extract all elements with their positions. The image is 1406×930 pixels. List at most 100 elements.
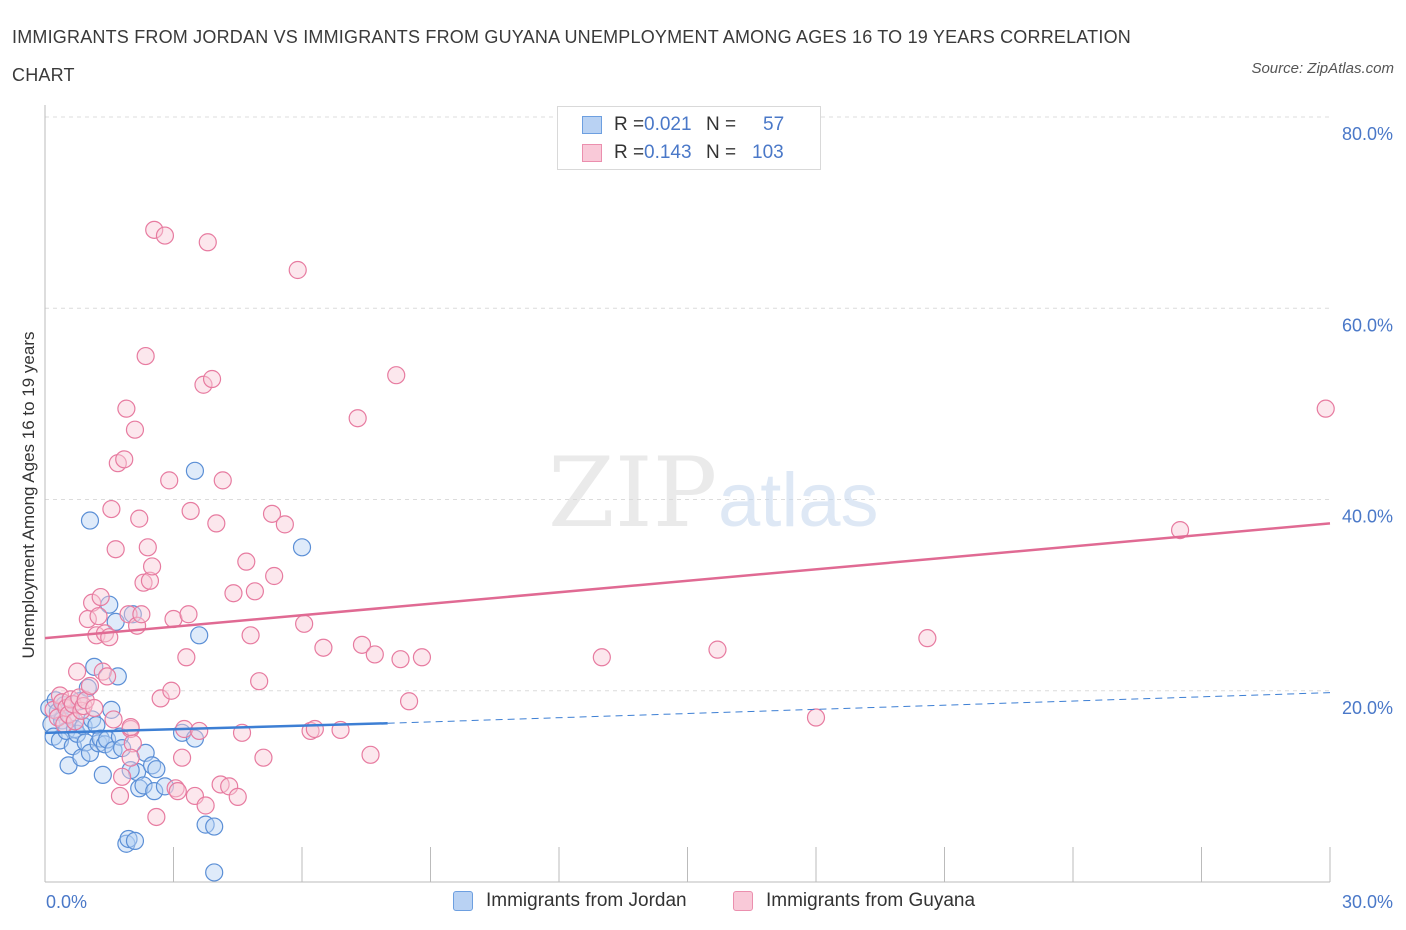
source-label: Source: ZipAtlas.com bbox=[1251, 60, 1394, 77]
y-tick-label: 20.0% bbox=[1342, 698, 1393, 718]
data-point bbox=[138, 538, 157, 557]
data-point bbox=[365, 645, 384, 664]
data-point bbox=[142, 557, 162, 576]
tick-labels: 20.0% 40.0% 60.0% 80.0% 0.0% 30.0% bbox=[46, 124, 1393, 912]
data-point bbox=[104, 710, 123, 729]
data-point bbox=[106, 540, 125, 559]
y-axis-label: Unemployment Among Ages 16 to 19 years bbox=[19, 332, 38, 659]
data-point bbox=[305, 719, 324, 739]
data-point bbox=[275, 515, 294, 534]
data-point bbox=[387, 366, 406, 385]
data-point bbox=[112, 767, 132, 786]
data-point bbox=[224, 584, 243, 603]
x-tick-label: 30.0% bbox=[1342, 892, 1393, 912]
data-point bbox=[130, 509, 149, 528]
data-point bbox=[179, 605, 198, 624]
data-point bbox=[147, 760, 166, 779]
trend-lines bbox=[44, 522, 1331, 735]
legend-label: Immigrants from Guyana bbox=[766, 890, 976, 911]
data-point bbox=[119, 829, 138, 849]
y-tick-label: 60.0% bbox=[1342, 315, 1393, 335]
data-point bbox=[190, 626, 209, 645]
data-point bbox=[196, 796, 215, 815]
data-point bbox=[68, 662, 87, 681]
data-point bbox=[136, 346, 155, 366]
legend-item-guyana[interactable]: Immigrants from Guyana bbox=[733, 890, 975, 912]
data-point bbox=[168, 782, 187, 801]
data-point bbox=[592, 648, 611, 667]
n-label: N = bbox=[706, 142, 737, 163]
data-point bbox=[262, 504, 282, 523]
data-point bbox=[177, 648, 196, 667]
stats-legend-row-guyana: R = 0.143 N = 103 bbox=[582, 139, 784, 167]
watermark-atlas: atlas bbox=[718, 458, 879, 543]
data-point bbox=[228, 787, 247, 806]
data-point bbox=[115, 450, 134, 469]
data-point bbox=[132, 605, 151, 624]
data-point bbox=[352, 635, 372, 654]
x-tick-label: 0.0% bbox=[46, 892, 87, 912]
guyana-swatch bbox=[733, 891, 753, 911]
data-point bbox=[134, 573, 153, 592]
r-value: 0.143 bbox=[644, 142, 692, 163]
guyana-swatch bbox=[582, 144, 602, 162]
data-point bbox=[202, 369, 222, 389]
data-point bbox=[145, 782, 164, 801]
r-label: R = bbox=[614, 142, 645, 163]
trend-line-jordan bbox=[44, 722, 388, 735]
jordan-swatch bbox=[582, 116, 602, 134]
r-value: 0.021 bbox=[644, 114, 692, 135]
data-point bbox=[121, 748, 140, 767]
data-points bbox=[40, 220, 1335, 882]
data-point bbox=[237, 552, 256, 571]
data-point bbox=[110, 786, 130, 806]
data-point bbox=[155, 226, 175, 245]
data-point bbox=[361, 745, 380, 764]
data-point bbox=[172, 748, 192, 767]
data-point bbox=[166, 779, 185, 798]
data-point bbox=[125, 831, 145, 850]
legend-label: Immigrants from Jordan bbox=[486, 890, 687, 911]
data-point bbox=[181, 501, 200, 521]
data-point bbox=[91, 587, 110, 607]
data-point bbox=[205, 817, 224, 836]
data-point bbox=[250, 672, 269, 691]
data-point bbox=[245, 582, 264, 601]
stats-legend: R = 0.021 N = 57 R = 0.143 N = 103 bbox=[557, 106, 821, 170]
data-point bbox=[213, 471, 232, 490]
data-point bbox=[292, 538, 312, 557]
data-point bbox=[1170, 520, 1190, 540]
n-value: 103 bbox=[752, 142, 784, 163]
watermark-zip: ZIP bbox=[548, 437, 717, 549]
data-point bbox=[708, 640, 727, 659]
data-point bbox=[295, 614, 314, 633]
jordan-swatch bbox=[453, 891, 473, 911]
stats-legend-row-jordan: R = 0.021 N = 57 bbox=[582, 111, 784, 139]
gridlines bbox=[45, 116, 1330, 692]
n-label: N = bbox=[706, 114, 737, 135]
data-point bbox=[162, 681, 181, 700]
data-point bbox=[314, 638, 333, 657]
data-point bbox=[65, 712, 85, 731]
watermark: ZIP atlas bbox=[548, 437, 879, 549]
y-tick-label: 40.0% bbox=[1342, 507, 1393, 527]
data-point bbox=[254, 748, 273, 767]
chart-title: IMMIGRANTS FROM JORDAN VS IMMIGRANTS FRO… bbox=[12, 27, 1131, 85]
data-point bbox=[207, 514, 226, 533]
data-point bbox=[399, 692, 419, 711]
r-label: R = bbox=[614, 114, 645, 135]
data-point bbox=[85, 698, 104, 718]
data-point bbox=[117, 399, 136, 418]
data-point bbox=[391, 650, 410, 669]
data-point bbox=[190, 721, 209, 741]
legend-item-jordan[interactable]: Immigrants from Jordan bbox=[453, 890, 687, 912]
data-point bbox=[121, 717, 140, 737]
data-point bbox=[145, 220, 164, 239]
data-point bbox=[205, 863, 224, 882]
data-point bbox=[288, 260, 307, 280]
data-point bbox=[147, 807, 166, 827]
data-point bbox=[85, 657, 104, 676]
data-point bbox=[348, 409, 367, 428]
trend-line-jordan-extension bbox=[387, 692, 1331, 724]
